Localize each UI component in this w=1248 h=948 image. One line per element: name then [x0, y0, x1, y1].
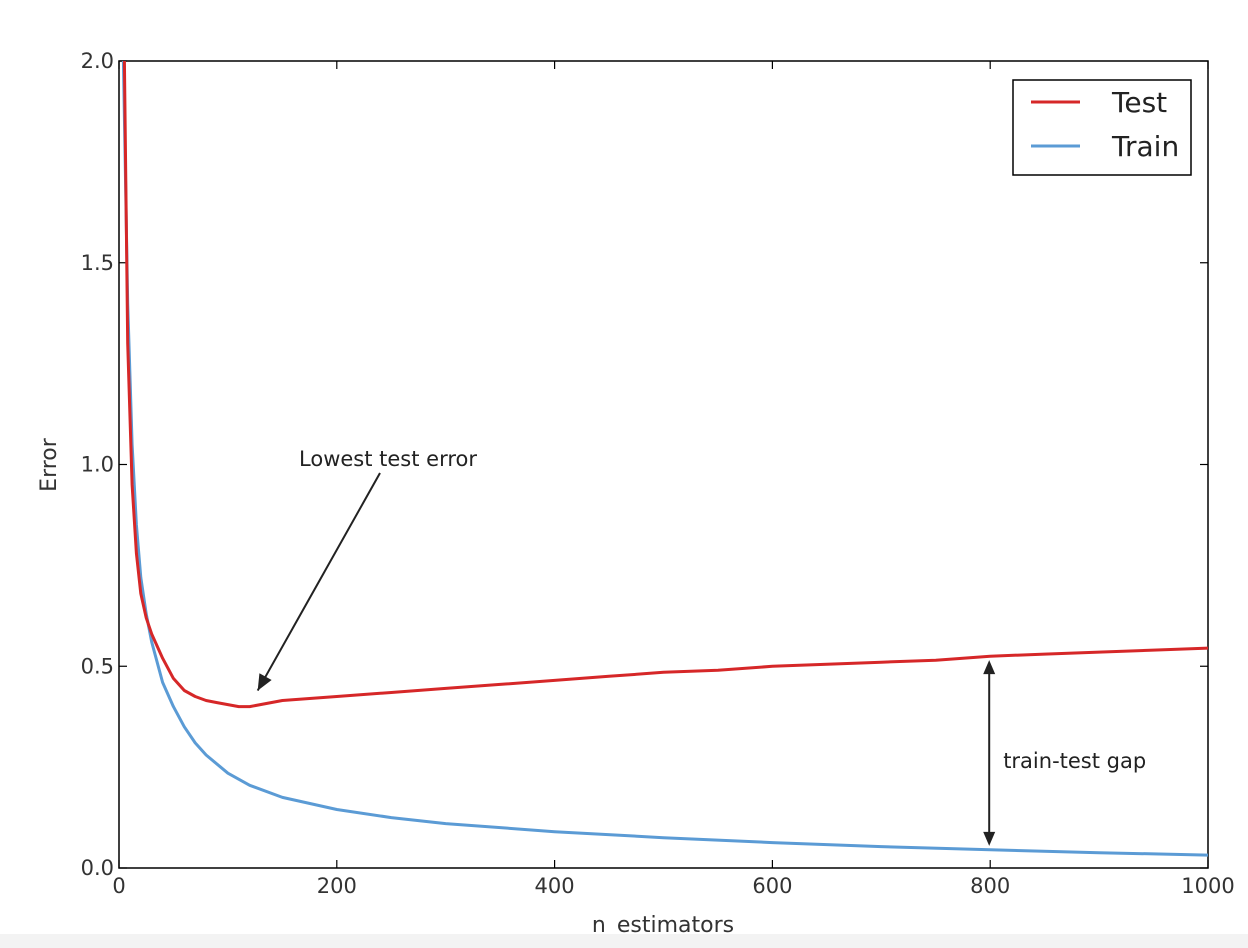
x-axis-label: n_estimators — [592, 913, 734, 938]
plot-area — [118, 60, 1209, 869]
gap-arrowhead-bottom — [983, 831, 996, 846]
legend-box — [1012, 79, 1192, 176]
lowest-error-arrowhead — [257, 673, 272, 691]
y-tick-label: 0.5 — [81, 654, 114, 678]
x-tick-label: 600 — [752, 874, 792, 898]
x-tick-label: 0 — [112, 874, 125, 898]
lowest-error-arrow — [256, 472, 381, 692]
annotation-lowest-test-error: Lowest test error — [299, 447, 477, 471]
legend-label-train: Train — [1111, 130, 1179, 163]
x-tick-label: 400 — [535, 874, 575, 898]
y-tick-label: 1.5 — [81, 251, 114, 275]
series-line-test — [122, 60, 1209, 709]
x-tick-label: 800 — [970, 874, 1010, 898]
legend-label-test: Test — [1111, 86, 1167, 119]
y-tick-label: 1.0 — [81, 453, 114, 477]
series-line-train — [121, 60, 1209, 857]
annotation-train-test-gap: train-test gap — [1003, 749, 1146, 773]
y-tick-label: 2.0 — [81, 49, 114, 73]
y-tick-label: 0.0 — [81, 856, 114, 880]
y-axis-label: Error — [37, 437, 62, 492]
x-tick-label: 1000 — [1181, 874, 1234, 898]
x-tick-label: 200 — [317, 874, 357, 898]
gap-arrowhead-top — [983, 660, 996, 675]
bottom-strip — [0, 934, 1248, 948]
